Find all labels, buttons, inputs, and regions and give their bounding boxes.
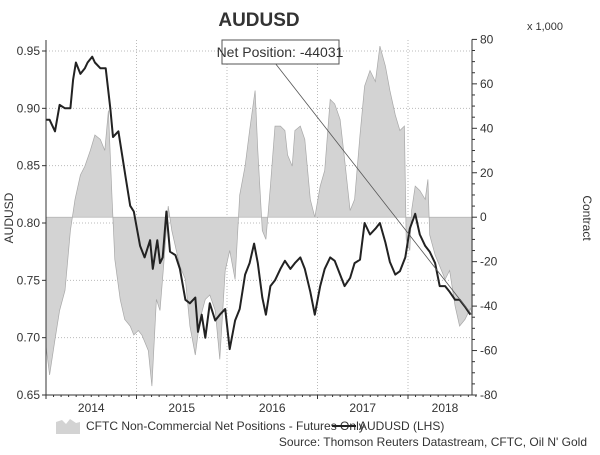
annotation-leader-line	[274, 62, 473, 316]
left-tick-label: 0.80	[17, 216, 41, 230]
left-axis-label: AUDUSD	[2, 192, 16, 243]
right-tick-label: 40	[480, 121, 494, 135]
x-tick-label: 2015	[168, 401, 195, 415]
right-tick-label: 0	[480, 210, 487, 224]
left-tick-label: 0.90	[17, 101, 41, 115]
left-tick-label: 0.75	[17, 273, 41, 287]
legend: CFTC Non-Commercial Net Positions - Futu…	[56, 419, 444, 434]
right-tick-label: -80	[480, 388, 498, 402]
annotation-box	[221, 39, 340, 65]
right-axis-unit: x 1,000	[527, 21, 563, 33]
left-tick-label: 0.85	[17, 159, 41, 173]
audusd-line-series	[46, 55, 472, 351]
x-tick-label: 2018	[432, 401, 459, 415]
cftc-area-series	[45, 46, 473, 387]
left-tick-label: 0.65	[17, 388, 41, 402]
right-tick-label: 80	[480, 32, 494, 46]
cftc-area	[45, 46, 473, 387]
x-tick-label: 2016	[259, 401, 286, 415]
legend-item-audusd: AUDUSD (LHS)	[359, 419, 444, 433]
right-tick-label: 60	[480, 77, 494, 91]
left-tick-label: 0.95	[17, 44, 41, 58]
source-note: Source: Thomson Reuters Datastream, CFTC…	[279, 435, 587, 449]
right-tick-label: 20	[480, 166, 494, 180]
right-axis-label: Contract	[580, 195, 594, 241]
right-tick-label: -60	[480, 344, 498, 358]
annotation-label: Net Position: -44031	[217, 44, 344, 60]
right-tick-label: -20	[480, 255, 498, 269]
audusd-line	[46, 55, 472, 351]
legend-item-cftc: CFTC Non-Commercial Net Positions - Futu…	[86, 419, 365, 433]
right-tick-label: -40	[480, 299, 498, 313]
legend-area-swatch	[56, 419, 80, 434]
axes: 0.65 0.70 0.75 0.80 0.85 0.90 0.95 -80 -60 -40 -20…	[17, 32, 498, 415]
left-tick-label: 0.70	[17, 331, 41, 345]
x-tick-label: 2014	[78, 401, 105, 415]
x-tick-label: 2017	[349, 401, 376, 415]
chart-title: AUDUSD	[218, 10, 299, 31]
